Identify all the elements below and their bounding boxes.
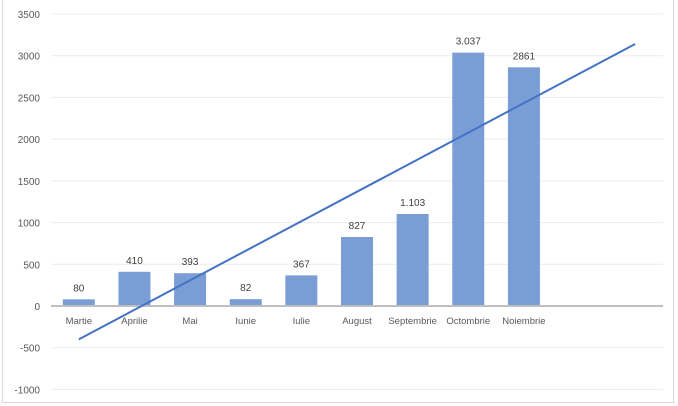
data-label: 393: [182, 257, 199, 268]
y-tick-label: -1000: [14, 385, 40, 396]
x-tick-label: Septembrie: [388, 316, 437, 327]
bar: [452, 52, 485, 307]
bar: [396, 213, 429, 306]
y-tick-label: 1000: [18, 219, 41, 230]
data-label: 827: [349, 221, 366, 232]
bar: [229, 299, 262, 306]
bar: [507, 67, 540, 307]
y-tick-label: 2500: [18, 93, 41, 104]
bar: [285, 275, 318, 306]
y-tick-label: 3000: [18, 52, 41, 63]
x-tick-label: Mai: [182, 316, 197, 327]
y-tick-label: 500: [23, 260, 40, 271]
x-tick-label: Iulie: [293, 316, 310, 327]
data-label: 367: [293, 259, 310, 270]
data-label: 82: [240, 283, 252, 294]
data-label: 410: [126, 256, 143, 267]
x-tick-label: Octombrie: [446, 316, 490, 327]
x-tick-label: Aprilie: [121, 316, 147, 327]
x-tick-label: Noiembrie: [502, 316, 545, 327]
data-label: 3.037: [456, 37, 481, 48]
y-tick-label: 1500: [18, 177, 41, 188]
y-tick-label: -500: [20, 344, 40, 355]
bar: [174, 273, 207, 306]
data-label: 2861: [513, 51, 536, 62]
x-tick-label: Martie: [66, 316, 92, 327]
x-tick-label: Iunie: [235, 316, 256, 327]
data-label: 1.103: [400, 198, 425, 209]
bar: [118, 271, 151, 306]
trendline: [78, 43, 636, 341]
bar: [62, 299, 95, 306]
y-tick-label: 2000: [18, 135, 41, 146]
x-tick-label: August: [342, 316, 372, 327]
data-label: 80: [73, 283, 85, 294]
y-tick-label: 0: [34, 302, 40, 313]
y-tick-label: 3500: [18, 10, 41, 21]
bar: [341, 237, 373, 306]
